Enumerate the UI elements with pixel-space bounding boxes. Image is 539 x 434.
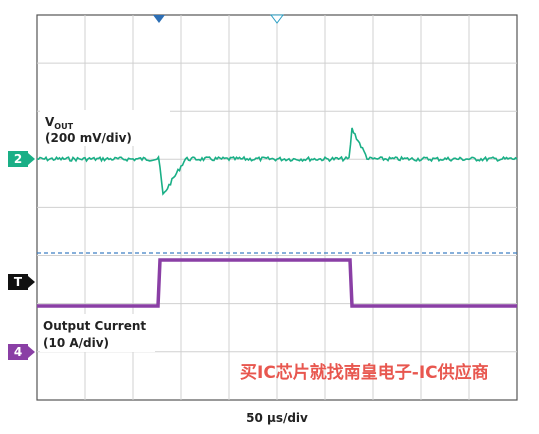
trigger-marker bbox=[8, 274, 28, 290]
channel-arrow bbox=[28, 153, 35, 165]
channel-arrow bbox=[28, 346, 35, 358]
trigger-position bbox=[153, 15, 165, 23]
vout-trace bbox=[36, 127, 518, 196]
label-bg bbox=[40, 110, 170, 146]
channel-marker-label: 4 bbox=[14, 345, 22, 359]
channel-marker bbox=[8, 344, 28, 360]
trace-name: Output Current bbox=[43, 319, 146, 333]
time-reference bbox=[270, 14, 284, 24]
watermark: 买IC芯片就找南皇电子-IC供应商 bbox=[240, 362, 489, 383]
channel-marker-label: 2 bbox=[14, 152, 22, 166]
current-trace bbox=[37, 258, 517, 308]
channel-marker bbox=[8, 151, 28, 167]
label-bg bbox=[40, 314, 155, 352]
timebase: 50 µs/div bbox=[246, 411, 308, 425]
trigger-arrow bbox=[28, 276, 35, 288]
trigger-marker-label: T bbox=[14, 275, 23, 289]
trace-name: VOUT bbox=[45, 115, 74, 131]
trace-scale: (10 A/div) bbox=[43, 336, 109, 350]
trace-scale: (200 mV/div) bbox=[45, 131, 132, 145]
trace-name-main: V bbox=[45, 115, 55, 129]
trace-name-sub: OUT bbox=[54, 122, 73, 131]
